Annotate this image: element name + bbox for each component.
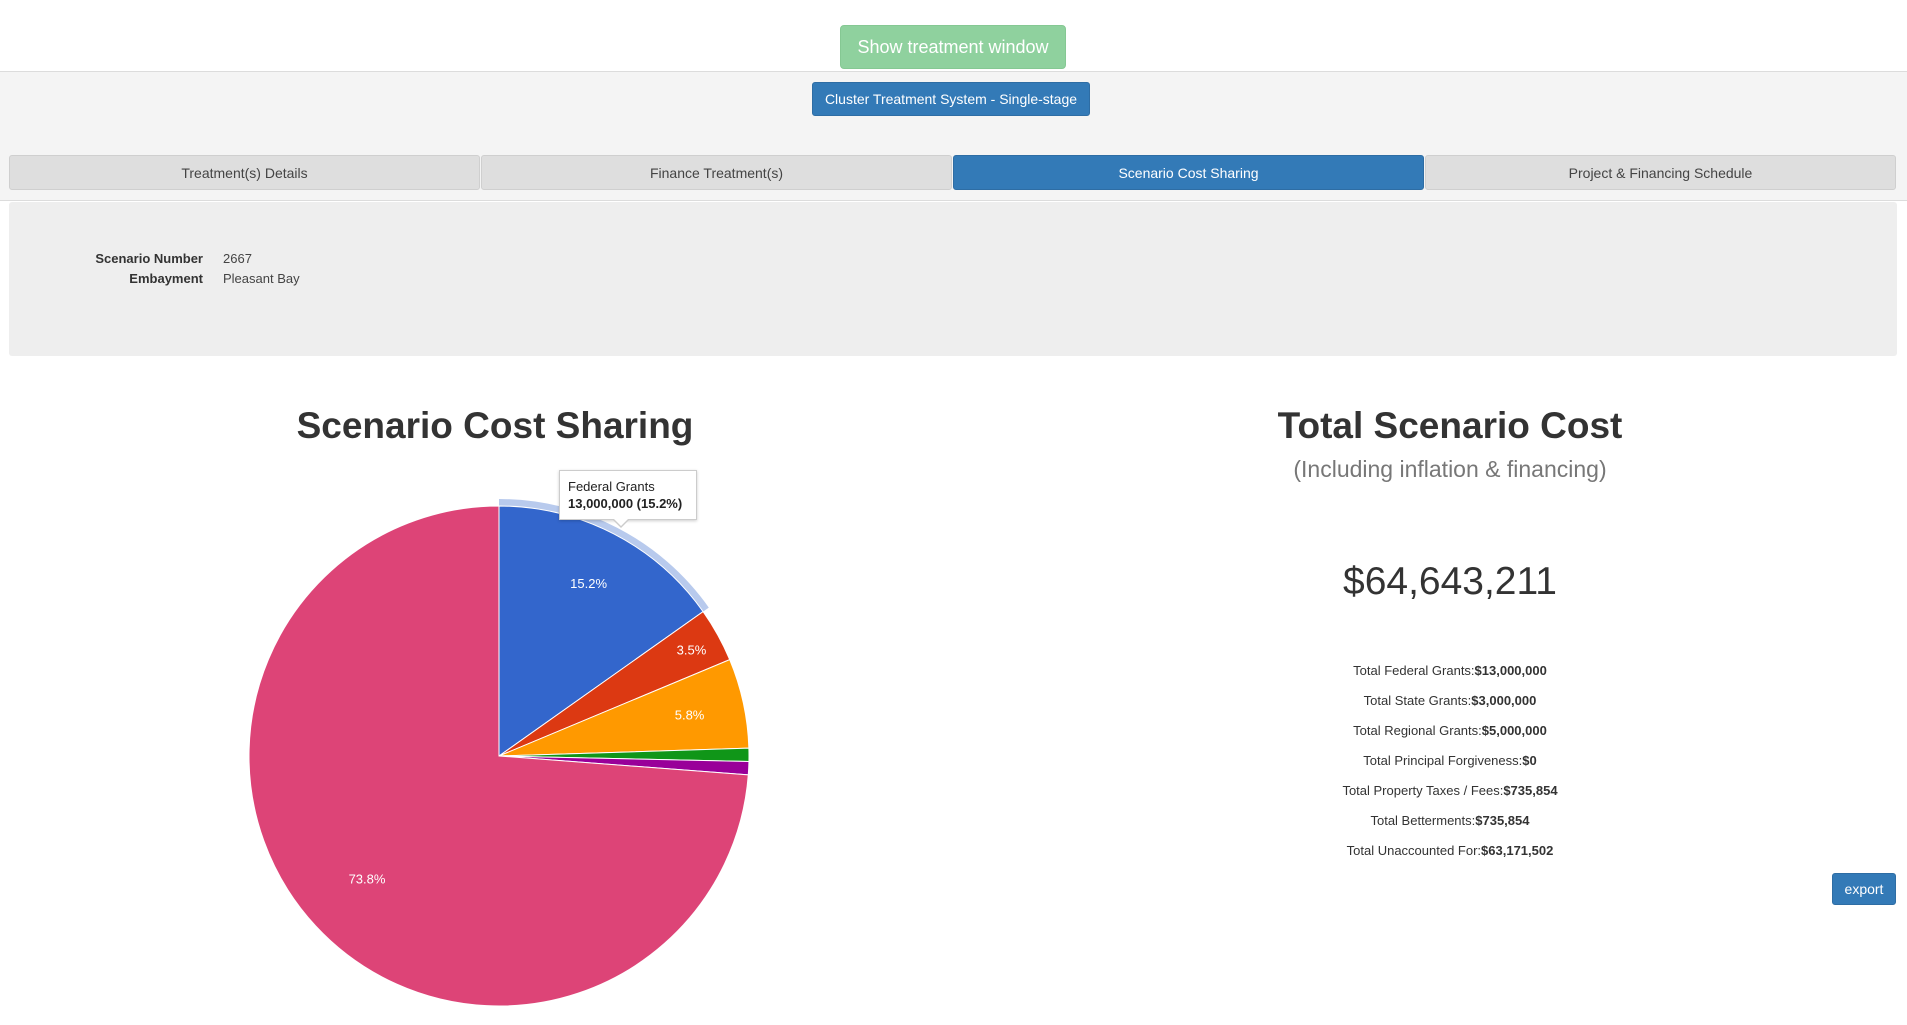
- export-button[interactable]: export: [1832, 873, 1896, 905]
- chart-title: Scenario Cost Sharing: [296, 405, 694, 446]
- total-cost-title: Total Scenario Cost: [1277, 405, 1623, 446]
- scenario-number-value: 2667: [223, 251, 252, 266]
- total-state-grants: Total State Grants:$3,000,000: [1130, 693, 1770, 723]
- pie-slice-federal-grants[interactable]: [498, 505, 704, 757]
- chart-tooltip: Federal Grants 13,000,000 (15.2%): [559, 470, 697, 520]
- tooltip-name: Federal Grants: [568, 479, 655, 494]
- tab-scenario-cost-sharing[interactable]: Scenario Cost Sharing: [953, 155, 1424, 190]
- totals-item-label: Total Property Taxes / Fees:: [1342, 783, 1504, 798]
- totals-item-value: $63,171,502: [1481, 843, 1554, 858]
- totals-item-value: $735,854: [1503, 783, 1558, 798]
- cost-sharing-pie-chart: 15.2% 3.5% 5.8% 73.8%: [248, 499, 750, 1007]
- tab-bar: Treatment(s) Details Finance Treatment(s…: [9, 155, 1897, 190]
- pie-label: 73.8%: [349, 871, 386, 886]
- totals-item-value: $5,000,000: [1481, 723, 1547, 738]
- pie-slice-highlight: [499, 499, 709, 612]
- total-betterments: Total Betterments:$735,854: [1130, 813, 1770, 843]
- tab-finance-treatments[interactable]: Finance Treatment(s): [481, 155, 952, 190]
- totals-item-label: Total Federal Grants:: [1353, 663, 1475, 678]
- treatment-system-button[interactable]: Cluster Treatment System - Single-stage: [812, 82, 1090, 116]
- totals-item-value: $0: [1522, 753, 1537, 768]
- totals-item-label: Total State Grants:: [1363, 693, 1472, 708]
- totals-list: Total Federal Grants:$13,000,000 Total S…: [1130, 663, 1770, 873]
- tab-project-financing-schedule[interactable]: Project & Financing Schedule: [1425, 155, 1896, 190]
- embayment-label: Embayment: [129, 271, 203, 286]
- total-principal-forgiveness: Total Principal Forgiveness:$0: [1130, 753, 1770, 783]
- show-treatment-window-button[interactable]: Show treatment window: [840, 25, 1066, 69]
- total-unaccounted: Total Unaccounted For:$63,171,502: [1130, 843, 1770, 873]
- scenario-info-box: Scenario Number 2667 Embayment Pleasant …: [9, 202, 1897, 356]
- totals-item-value: $3,000,000: [1471, 693, 1537, 708]
- totals-item-value: $735,854: [1475, 813, 1530, 828]
- total-federal-grants: Total Federal Grants:$13,000,000: [1130, 663, 1770, 693]
- totals-item-label: Total Betterments:: [1370, 813, 1476, 828]
- scenario-number-row: Scenario Number 2667: [69, 251, 252, 266]
- totals-item-value: $13,000,000: [1474, 663, 1547, 678]
- totals-item-label: Total Unaccounted For:: [1346, 843, 1482, 858]
- pie-label: 3.5%: [677, 642, 707, 657]
- pie-label: 15.2%: [570, 576, 607, 591]
- total-property-taxes: Total Property Taxes / Fees:$735,854: [1130, 783, 1770, 813]
- tooltip-arrow-inner: [613, 518, 629, 526]
- scenario-number-label: Scenario Number: [95, 251, 203, 266]
- total-regional-grants: Total Regional Grants:$5,000,000: [1130, 723, 1770, 753]
- tooltip-value: 13,000,000 (15.2%): [568, 496, 683, 511]
- pie-slice-unaccounted-for[interactable]: [248, 505, 749, 1007]
- total-cost-subtitle: (Including inflation & financing): [1293, 456, 1607, 482]
- embayment-row: Embayment Pleasant Bay: [69, 271, 300, 286]
- total-cost-amount: $64,643,211: [1343, 560, 1557, 603]
- totals-item-label: Total Principal Forgiveness:: [1363, 753, 1523, 768]
- totals-item-label: Total Regional Grants:: [1353, 723, 1482, 738]
- pie-label: 5.8%: [675, 708, 705, 723]
- embayment-value: Pleasant Bay: [223, 271, 300, 286]
- tab-treatment-details[interactable]: Treatment(s) Details: [9, 155, 480, 190]
